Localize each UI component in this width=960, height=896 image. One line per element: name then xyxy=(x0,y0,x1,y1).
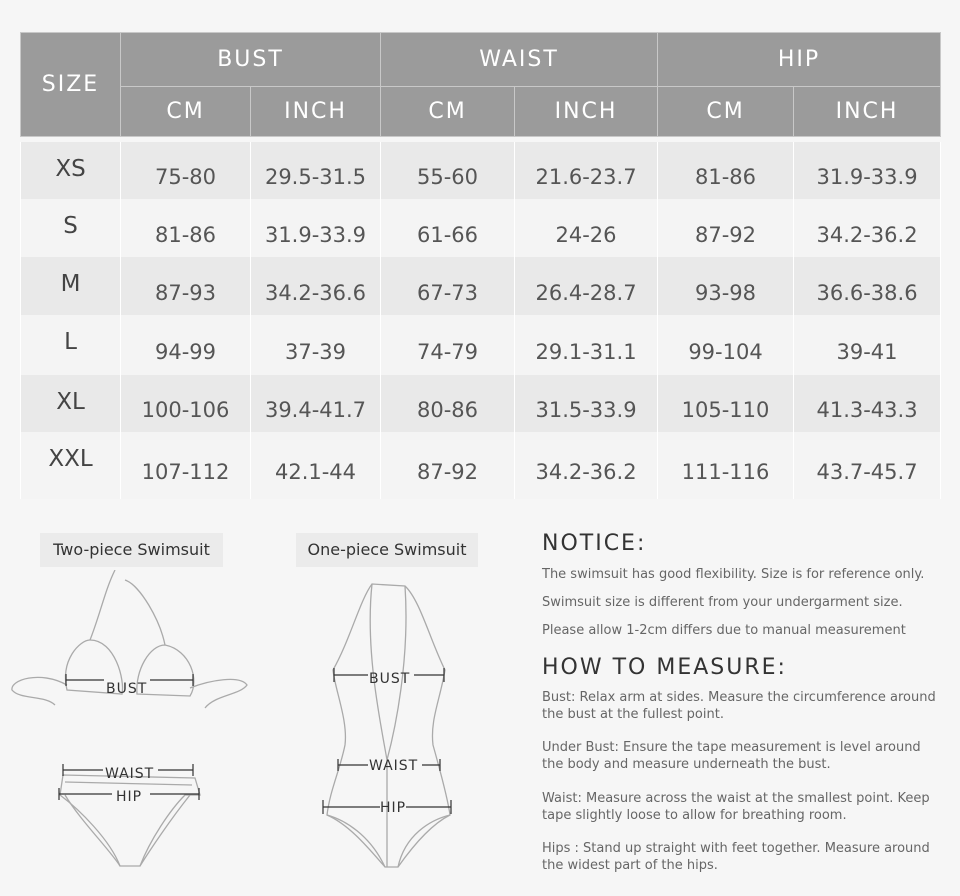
unit-header-cm: CM xyxy=(380,86,516,137)
size-cell: XS xyxy=(20,142,121,199)
value-cell: 24-26 xyxy=(514,199,659,257)
one-piece-hip-label: HIP xyxy=(380,800,406,816)
measure-under-bust: Under Bust: Ensure the tape measurement … xyxy=(542,740,921,772)
value-cell: 87-92 xyxy=(380,432,516,499)
unit-header-cm: CM xyxy=(120,86,251,137)
table-row: XXL 107-112 42.1-44 87-92 34.2-36.2 111-116 43… xyxy=(20,432,942,499)
value-cell: 81-86 xyxy=(120,199,251,257)
size-cell: L xyxy=(20,315,121,375)
table-row: XL 100-106 39.4-41.7 80-86 31.5-33.9 105-110 4… xyxy=(20,375,942,432)
hip-header: HIP xyxy=(657,32,942,87)
value-cell: 31.5-33.9 xyxy=(514,375,659,432)
unit-header-inch: INCH xyxy=(514,86,659,137)
one-piece-title: One-piece Swimsuit xyxy=(296,533,478,567)
value-cell: 31.9-33.9 xyxy=(249,199,382,257)
value-cell: 67-73 xyxy=(380,257,516,315)
notice-line: Swimsuit size is different from your und… xyxy=(542,595,903,610)
size-cell: XXL xyxy=(20,432,121,499)
value-cell: 26.4-28.7 xyxy=(514,257,659,315)
value-cell: 87-93 xyxy=(120,257,251,315)
one-piece-waist-label: WAIST xyxy=(369,758,418,774)
unit-header-inch: INCH xyxy=(793,86,942,137)
size-table: SIZE BUST WAIST HIP CM INCH CM INCH CM INCH X… xyxy=(20,32,942,499)
value-cell: 21.6-23.7 xyxy=(514,142,659,199)
value-cell: 34.2-36.2 xyxy=(793,199,942,257)
value-cell: 39-41 xyxy=(793,315,942,375)
value-cell: 74-79 xyxy=(380,315,516,375)
value-cell: 107-112 xyxy=(120,432,251,499)
value-cell: 41.3-43.3 xyxy=(793,375,942,432)
value-cell: 42.1-44 xyxy=(249,432,382,499)
size-cell: XL xyxy=(20,375,121,432)
measure-waist: Waist: Measure across the waist at the s… xyxy=(542,791,930,823)
how-to-measure-title: HOW TO MEASURE: xyxy=(542,655,787,680)
value-cell: 99-104 xyxy=(657,315,795,375)
value-cell: 34.2-36.6 xyxy=(249,257,382,315)
value-cell: 39.4-41.7 xyxy=(249,375,382,432)
bust-header: BUST xyxy=(119,32,382,87)
value-cell: 29.1-31.1 xyxy=(514,315,659,375)
swimsuit-diagrams: BUST WAIST HIP BUST WAIST HIP xyxy=(11,570,452,868)
two-piece-bust-label: BUST xyxy=(106,681,147,697)
value-cell: 34.2-36.2 xyxy=(514,432,659,499)
size-cell: M xyxy=(20,257,121,315)
value-cell: 37-39 xyxy=(249,315,382,375)
notice-line: The swimsuit has good flexibility. Size … xyxy=(542,567,925,582)
two-piece-waist-label: WAIST xyxy=(105,766,154,782)
value-cell: 31.9-33.9 xyxy=(793,142,942,199)
unit-header-inch: INCH xyxy=(249,86,382,137)
value-cell: 61-66 xyxy=(380,199,516,257)
two-piece-hip-label: HIP xyxy=(116,789,142,805)
notice-title: NOTICE: xyxy=(542,531,647,556)
measure-lines xyxy=(58,668,452,814)
value-cell: 81-86 xyxy=(657,142,795,199)
two-piece-title: Two-piece Swimsuit xyxy=(40,533,223,567)
table-row: M 87-93 34.2-36.6 67-73 26.4-28.7 93-98 36.6-3… xyxy=(20,257,942,315)
value-cell: 100-106 xyxy=(120,375,251,432)
table-row: L 94-99 37-39 74-79 29.1-31.1 99-104 39-41 xyxy=(20,315,942,375)
value-cell: 55-60 xyxy=(380,142,516,199)
value-cell: 80-86 xyxy=(380,375,516,432)
size-cell: S xyxy=(20,199,121,257)
table-row: XS 75-80 29.5-31.5 55-60 21.6-23.7 81-86 31.9-… xyxy=(20,142,942,199)
value-cell: 111-116 xyxy=(657,432,795,499)
value-cell: 29.5-31.5 xyxy=(249,142,382,199)
measure-bust: Bust: Relax arm at sides. Measure the ci… xyxy=(542,690,936,722)
value-cell: 94-99 xyxy=(120,315,251,375)
one-piece-illustration xyxy=(326,583,451,868)
value-cell: 36.6-38.6 xyxy=(793,257,942,315)
table-row: S 81-86 31.9-33.9 61-66 24-26 87-92 34.2-36.2 xyxy=(20,199,942,257)
two-piece-illustration xyxy=(11,570,248,867)
unit-header-cm: CM xyxy=(657,86,795,137)
size-header: SIZE xyxy=(20,32,121,137)
measure-hips: Hips : Stand up straight with feet toget… xyxy=(542,841,930,873)
notice-line: Please allow 1-2cm differs due to manual… xyxy=(542,623,906,638)
one-piece-bust-label: BUST xyxy=(369,671,410,687)
value-cell: 43.7-45.7 xyxy=(793,432,942,499)
waist-header: WAIST xyxy=(380,32,659,87)
value-cell: 75-80 xyxy=(120,142,251,199)
value-cell: 105-110 xyxy=(657,375,795,432)
value-cell: 93-98 xyxy=(657,257,795,315)
value-cell: 87-92 xyxy=(657,199,795,257)
